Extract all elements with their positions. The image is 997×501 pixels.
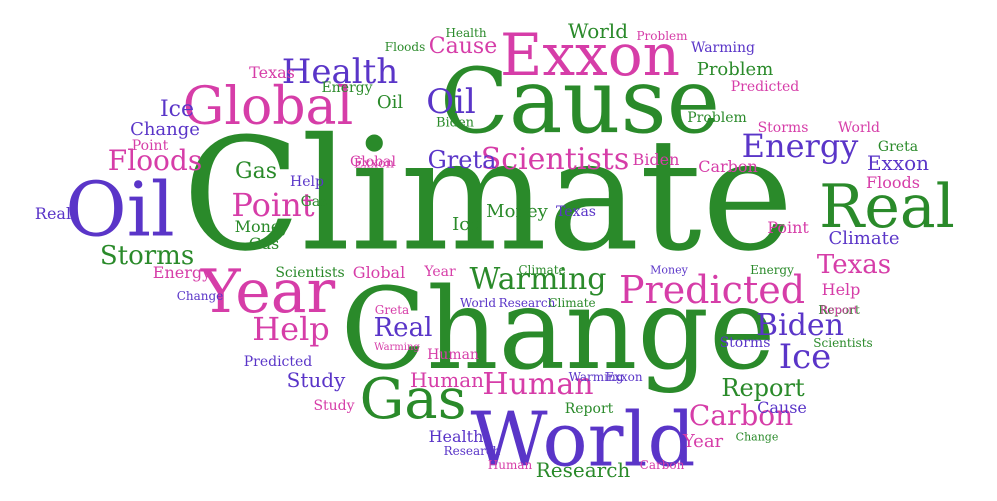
word-money: Money — [650, 263, 688, 277]
word-world: World — [838, 120, 880, 136]
word-exxon: Exxon — [605, 370, 643, 384]
word-human: Human — [482, 367, 594, 402]
word-biden: Biden — [632, 150, 680, 169]
word-help: Help — [821, 280, 861, 299]
word-health: Health — [428, 427, 484, 446]
word-change: Change — [340, 265, 776, 395]
word-money: Money — [234, 217, 290, 236]
word-texas: Texas — [556, 204, 596, 220]
word-floods: Floods — [866, 173, 920, 192]
word-real: Real — [819, 172, 955, 242]
word-change: Change — [130, 119, 200, 140]
word-help: Help — [252, 310, 330, 348]
word-change: Change — [735, 430, 779, 444]
word-carbon: Carbon — [639, 458, 685, 472]
word-research: Research — [535, 458, 631, 482]
word-global: Global — [350, 154, 396, 170]
word-carbon: Carbon — [698, 157, 758, 176]
word-help: Help — [290, 174, 324, 190]
word-energy: Energy — [741, 127, 859, 165]
word-greta: Greta — [877, 139, 919, 155]
word-money: Money — [486, 201, 548, 222]
word-world: World — [568, 19, 628, 43]
word-storms: Storms — [99, 241, 195, 271]
word-study: Study — [313, 398, 355, 414]
word-point: Point — [131, 138, 169, 154]
word-ice: Ice — [452, 214, 480, 235]
word-biden: Biden — [435, 115, 475, 131]
word-global: Global — [352, 263, 406, 282]
word-warming: Warming — [374, 342, 420, 353]
word-greta: Greta — [374, 303, 410, 317]
word-scientists: Scientists — [813, 336, 873, 350]
word-study: Study — [286, 368, 346, 392]
word-gas: Gas — [248, 234, 280, 253]
word-exxon: Exxon — [353, 156, 395, 172]
word-year: Year — [682, 431, 724, 452]
word-year: Year — [424, 264, 456, 280]
word-gas: Gas — [235, 159, 277, 184]
word-human: Human — [427, 347, 479, 363]
word-exxon: Exxon — [866, 151, 930, 175]
word-global: Global — [182, 77, 354, 137]
word-gas: Gas — [300, 194, 328, 210]
word-warming: Warming — [568, 370, 624, 384]
word-research: Research — [443, 444, 501, 458]
word-energy: Energy — [152, 263, 212, 282]
word-carbon: Carbon — [688, 399, 794, 432]
word-point: Point — [231, 186, 315, 224]
word-climate: Climate — [182, 104, 794, 286]
word-real: Real — [34, 204, 72, 223]
word-storms: Storms — [757, 120, 809, 136]
word-problem: Problem — [636, 29, 688, 43]
word-report: Report — [818, 303, 860, 317]
word-texas: Texas — [816, 250, 892, 280]
word-scientists: Scientists — [480, 142, 630, 177]
word-predicted: Predicted — [618, 268, 806, 312]
word-change: Change — [176, 289, 224, 303]
word-floods: Floods — [107, 144, 203, 177]
word-point: Point — [767, 218, 809, 237]
word-cause: Cause — [440, 49, 720, 154]
word-ice: Ice — [159, 97, 195, 122]
word-energy: Energy — [321, 80, 373, 96]
word-real: Real — [373, 313, 433, 343]
word-climate: Climate — [548, 296, 596, 310]
word-health: Health — [445, 26, 487, 40]
word-problem: Problem — [687, 110, 747, 126]
word-predicted: Predicted — [730, 79, 800, 95]
word-human: Human — [409, 368, 485, 392]
word-exxon: Exxon — [499, 21, 681, 89]
word-warming: Warming — [469, 262, 607, 297]
word-report: Report — [721, 374, 805, 402]
word-research: Research — [498, 296, 556, 310]
word-energy: Energy — [750, 263, 794, 277]
word-oil: Oil — [65, 165, 175, 254]
word-gas: Gas — [359, 367, 467, 432]
word-cause: Cause — [757, 398, 807, 417]
word-report: Report — [564, 401, 614, 417]
word-ice: Ice — [778, 337, 832, 377]
word-year: Year — [200, 257, 336, 327]
word-problem: Problem — [696, 59, 774, 80]
word-climate: Climate — [518, 263, 566, 277]
word-floods: Floods — [384, 40, 426, 54]
word-oil: Oil — [426, 82, 476, 122]
word-climate: Climate — [828, 228, 900, 249]
word-world: World — [460, 296, 496, 310]
word-predicted: Predicted — [243, 354, 313, 370]
word-report: Report — [819, 303, 859, 317]
word-health: Health — [281, 52, 399, 92]
word-cause: Cause — [428, 34, 498, 59]
word-oil: Oil — [376, 92, 404, 113]
word-greta: Greta — [427, 146, 497, 174]
word-human: Human — [487, 458, 533, 472]
word-world: World — [470, 395, 696, 484]
word-biden: Biden — [756, 308, 844, 343]
word-warming: Warming — [691, 40, 755, 56]
word-scientists: Scientists — [275, 265, 345, 281]
word-texas: Texas — [249, 63, 295, 82]
word-storms: Storms — [719, 335, 771, 351]
